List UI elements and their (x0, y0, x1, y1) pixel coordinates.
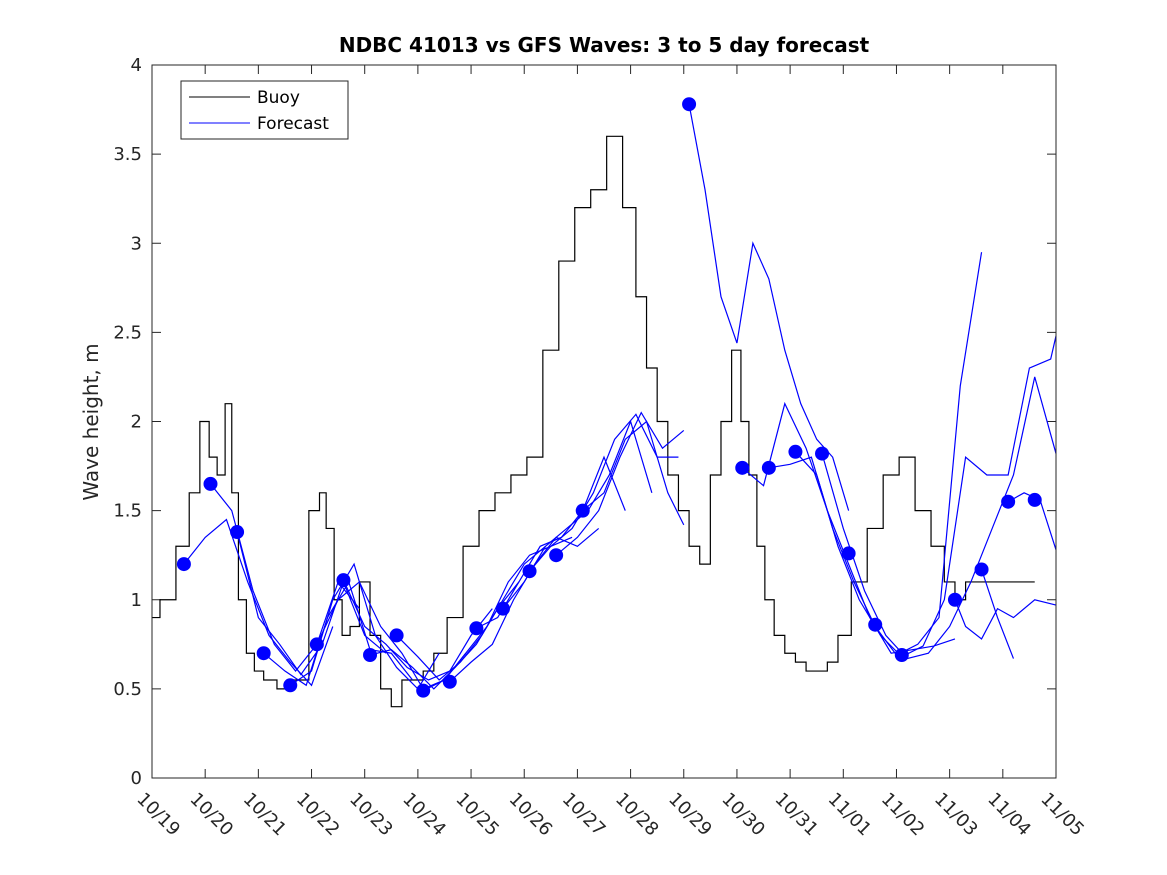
y-tick-label: 0.5 (113, 679, 142, 700)
forecast-start-marker (575, 503, 590, 518)
forecast-line (396, 545, 546, 681)
forecast-line (980, 569, 1015, 659)
forecast-line (449, 527, 600, 683)
chart-title: NDBC 41013 vs GFS Waves: 3 to 5 day fore… (339, 33, 870, 57)
x-tick-label: 10/24 (398, 789, 450, 841)
forecast-line (582, 420, 685, 526)
x-tick-label: 10/28 (611, 789, 663, 841)
x-tick-labels: 10/19 10/20 10/21 10/22 10/23 10/24 10/25 10/26… (132, 789, 1088, 841)
forecast-start-marker (974, 562, 989, 577)
x-tick-label: 11/04 (983, 789, 1035, 841)
forecast-start-marker (549, 548, 564, 563)
forecast-start-marker (815, 446, 830, 461)
forecast-start-marker (735, 460, 750, 475)
forecast-start-marker (682, 97, 697, 112)
plot-frame (151, 64, 1057, 779)
forecast-line (821, 376, 1057, 660)
buoy-line (152, 135, 1035, 708)
forecast-line (422, 536, 573, 692)
forecast-start-marker (256, 646, 271, 661)
forecast-start-marker (442, 674, 457, 689)
x-tick-label: 10/19 (132, 789, 184, 841)
x-tick-label: 10/21 (239, 789, 291, 841)
legend-buoy-label: Buoy (257, 88, 300, 108)
y-tick-labels: 0 0.5 1 1.5 2 2.5 3 3.5 4 (113, 55, 142, 789)
forecast-start-marker (788, 444, 803, 459)
y-tick-label: 3 (131, 233, 142, 254)
x-tick-label: 10/30 (717, 789, 769, 841)
x-tick-label: 10/23 (345, 789, 397, 841)
y-tick-label: 1 (131, 590, 142, 611)
forecast-line (688, 104, 850, 511)
forecast-start-marker (1027, 492, 1042, 507)
forecast-start-marker (894, 648, 909, 663)
forecast-start-marker (522, 564, 537, 579)
forecast-line (342, 579, 493, 681)
forecast-line (210, 483, 360, 673)
forecast-start-marker (761, 460, 776, 475)
forecast-line (529, 413, 679, 572)
y-tick-label: 0 (131, 768, 142, 789)
forecast-markers (176, 97, 1042, 698)
y-tick-label: 4 (131, 55, 142, 76)
forecast-start-marker (283, 678, 298, 693)
forecast-start-marker (309, 637, 324, 652)
x-tick-label: 10/25 (452, 789, 504, 841)
forecast-line (236, 531, 387, 676)
forecast-line (794, 335, 1057, 658)
forecast-start-marker (469, 621, 484, 636)
forecast-start-marker (389, 628, 404, 643)
forecast-start-marker (841, 546, 856, 561)
x-tick-label: 11/01 (824, 789, 876, 841)
forecast-start-marker (868, 617, 883, 632)
forecast-line (289, 562, 440, 690)
x-tick-label: 11/02 (877, 789, 929, 841)
x-tick-label: 10/22 (292, 789, 344, 841)
forecast-start-marker (363, 648, 378, 663)
x-tick-label: 10/27 (558, 789, 610, 841)
forecast-start-marker (495, 601, 510, 616)
forecast-start-marker (336, 573, 351, 588)
axis-ticks (151, 64, 1057, 779)
forecast-line (954, 599, 1057, 640)
x-tick-label: 11/03 (930, 789, 982, 841)
forecast-start-marker (947, 592, 962, 607)
legend-forecast-label: Forecast (257, 114, 329, 134)
x-tick-label: 10/26 (505, 789, 557, 841)
forecast-start-marker (1001, 494, 1016, 509)
legend-box (180, 80, 349, 140)
series-layer (152, 104, 1057, 708)
legend: Buoy Forecast (180, 80, 349, 140)
y-tick-label: 3.5 (113, 144, 142, 165)
x-tick-label: 10/20 (186, 789, 238, 841)
y-tick-label: 1.5 (113, 501, 142, 522)
forecast-start-marker (230, 525, 245, 540)
x-tick-label: 10/31 (771, 789, 823, 841)
x-tick-label: 11/05 (1036, 789, 1088, 841)
x-tick-label: 10/29 (664, 789, 716, 841)
forecast-line (555, 411, 685, 556)
y-tick-label: 2.5 (113, 322, 142, 343)
y-tick-label: 2 (131, 412, 142, 433)
y-axis-title: Wave height, m (79, 343, 103, 500)
forecast-start-marker (203, 476, 218, 491)
forecast-start-marker (176, 557, 191, 572)
forecast-start-marker (416, 683, 431, 698)
